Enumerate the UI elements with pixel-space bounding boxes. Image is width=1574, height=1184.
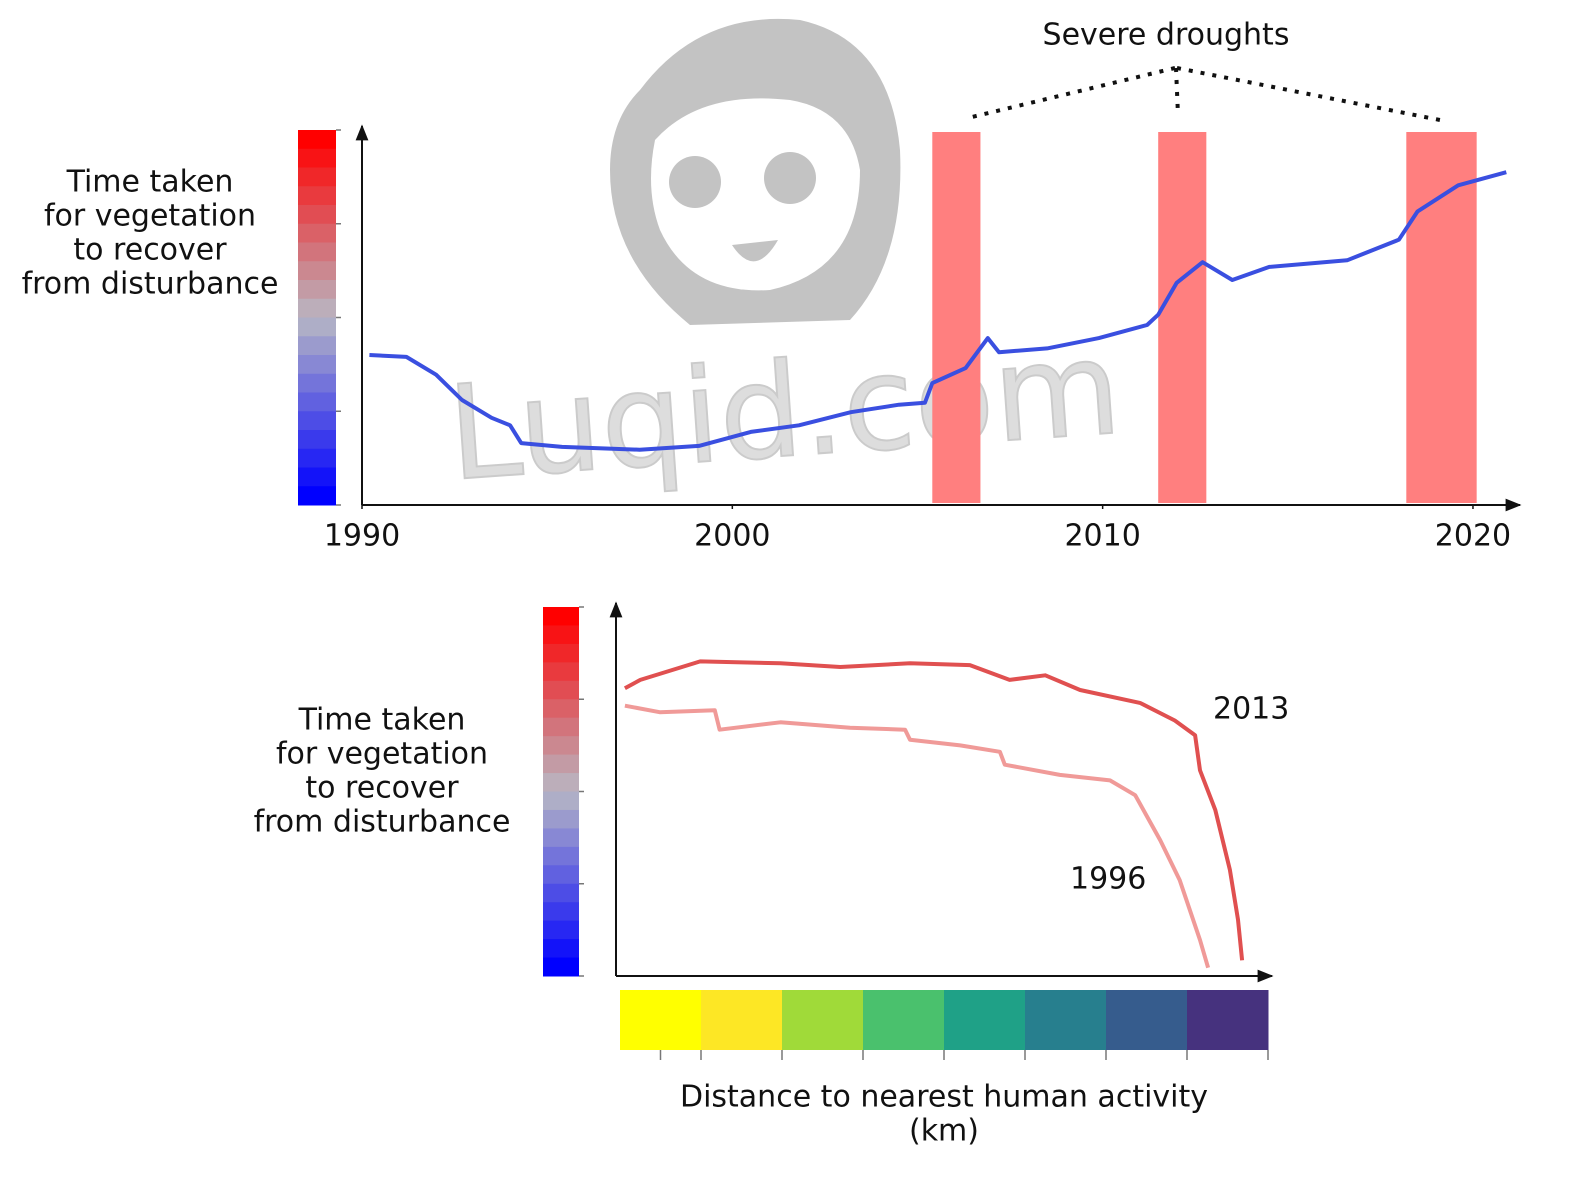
- y-colorbar-step: [543, 773, 579, 792]
- y-colorbar-step: [543, 643, 579, 663]
- y-colorbar-step: [298, 336, 336, 356]
- series-line: [623, 659, 1245, 961]
- y-axis-label: for vegetation: [44, 199, 256, 234]
- drought-band: [932, 132, 981, 503]
- x-axis-label: (km): [909, 1114, 979, 1149]
- y-axis-label: from disturbance: [22, 267, 279, 302]
- y-colorbar-step: [543, 920, 579, 940]
- y-colorbar-step: [298, 448, 336, 468]
- y-colorbar-step: [543, 625, 579, 645]
- y-colorbar-step: [298, 186, 336, 206]
- drought-pointers: [971, 66, 1441, 122]
- y-colorbar-step: [298, 280, 336, 300]
- y-colorbar-step: [543, 607, 579, 626]
- y-colorbar-step: [298, 205, 336, 225]
- y-colorbar-step: [543, 939, 579, 959]
- series-line: [369, 170, 1507, 452]
- y-colorbar-step: [298, 130, 336, 150]
- y-colorbar-step: [298, 411, 336, 431]
- x-tick-label: 2010: [1064, 519, 1140, 554]
- y-colorbar-step: [298, 392, 336, 412]
- y-colorbar-step: [543, 717, 579, 737]
- watermark: Luqid.com: [444, 311, 1126, 510]
- drought-label: Severe droughts: [1043, 18, 1290, 53]
- drought-band: [1406, 132, 1477, 503]
- y-colorbar-step: [298, 167, 336, 187]
- x-colorbar-step: [782, 990, 864, 1050]
- x-tick-label: 2000: [694, 519, 770, 554]
- y-colorbar-step: [298, 373, 336, 393]
- y-colorbar-step: [543, 846, 579, 866]
- y-colorbar-step: [298, 486, 336, 506]
- y-colorbar-step: [543, 902, 579, 922]
- x-colorbar-step: [620, 990, 702, 1050]
- x-tick-label: 1990: [324, 519, 400, 554]
- series-label: 1996: [1070, 862, 1146, 897]
- x-colorbar-step: [944, 990, 1026, 1050]
- y-colorbar-step: [543, 699, 579, 719]
- y-axis-label: Time taken: [66, 165, 234, 200]
- y-colorbar-step: [543, 828, 579, 848]
- series-label: 2013: [1213, 692, 1289, 727]
- y-colorbar-step: [543, 865, 579, 885]
- y-colorbar-step: [298, 148, 336, 168]
- y-colorbar-step: [298, 467, 336, 487]
- drought-band: [1158, 132, 1207, 503]
- y-colorbar-step: [298, 317, 336, 337]
- x-colorbar-step: [1025, 990, 1107, 1050]
- y-colorbar-step: [543, 736, 579, 756]
- y-axis-label: from disturbance: [254, 805, 511, 840]
- y-colorbar-step: [543, 754, 579, 774]
- y-colorbar-step: [298, 355, 336, 375]
- x-colorbar-step: [1106, 990, 1188, 1050]
- y-colorbar-step: [543, 957, 579, 977]
- y-axis-label: to recover: [73, 233, 227, 268]
- y-colorbar-step: [543, 883, 579, 903]
- x-colorbar-step: [701, 990, 783, 1050]
- y-axis-label: for vegetation: [276, 737, 488, 772]
- x-colorbar-step: [1187, 990, 1269, 1050]
- mascot: [610, 18, 901, 325]
- y-colorbar-step: [298, 223, 336, 243]
- y-axis-label: Time taken: [298, 703, 466, 738]
- series-line: [624, 703, 1211, 969]
- y-axis-label: to recover: [305, 771, 459, 806]
- y-colorbar-step: [543, 680, 579, 700]
- y-colorbar-step: [543, 809, 579, 829]
- y-colorbar-step: [543, 791, 579, 811]
- x-tick-label: 2020: [1435, 519, 1511, 554]
- x-axis-label: Distance to nearest human activity: [680, 1080, 1208, 1115]
- y-colorbar-step: [298, 242, 336, 262]
- x-colorbar-step: [863, 990, 945, 1050]
- y-colorbar-step: [298, 298, 336, 318]
- y-colorbar-step: [298, 261, 336, 281]
- y-colorbar-step: [298, 430, 336, 450]
- y-colorbar-step: [543, 662, 579, 682]
